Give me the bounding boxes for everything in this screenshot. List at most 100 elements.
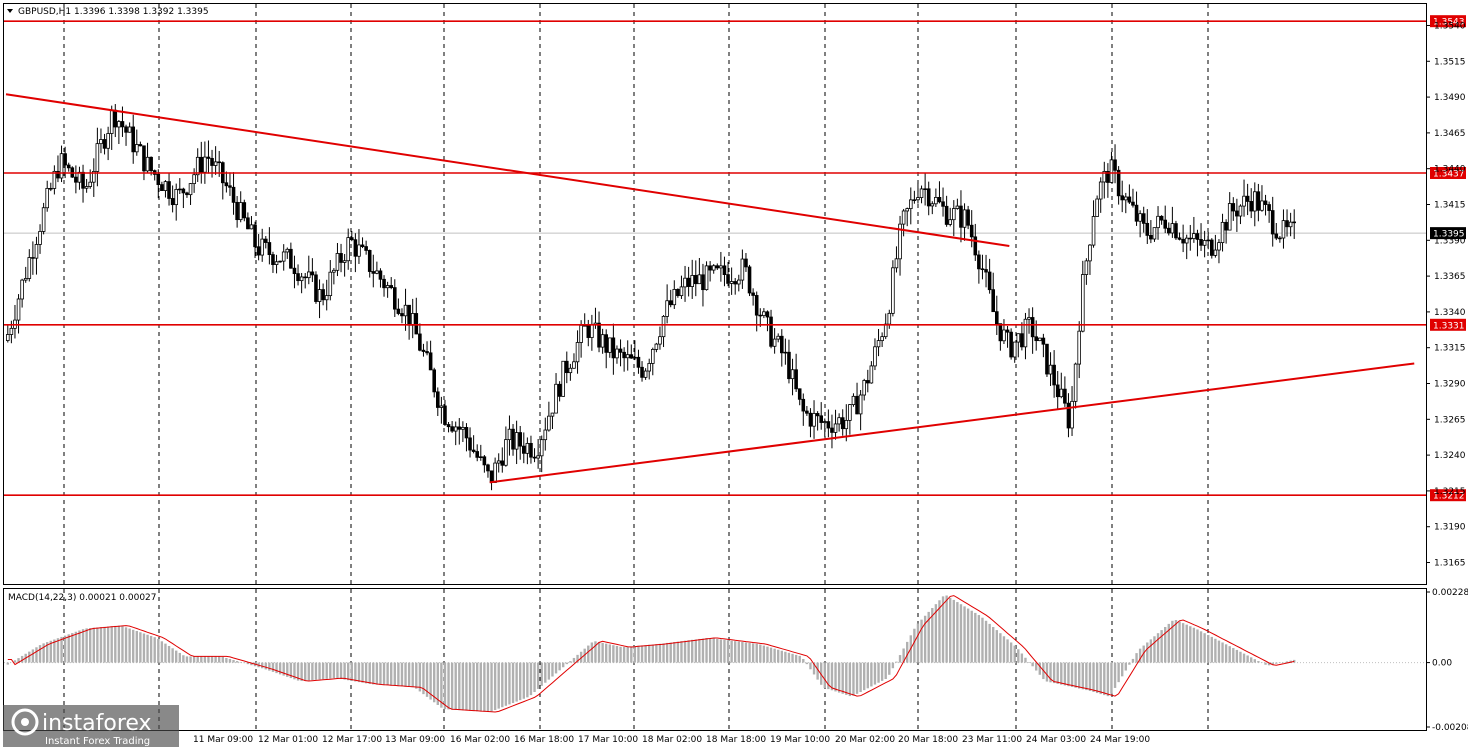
candle-bear [969, 224, 974, 238]
candle-bull [833, 423, 838, 433]
candle-bear [131, 126, 135, 153]
candle-bear [407, 304, 411, 326]
candle-bull [260, 238, 265, 256]
candle-bear [303, 276, 308, 279]
candle-bull [274, 261, 279, 265]
candle-bull [514, 432, 519, 450]
candle-bull [1138, 213, 1142, 222]
candle-bull [848, 404, 852, 421]
candle-bear [1195, 233, 1200, 240]
symbol-menu-icon[interactable] [7, 9, 13, 13]
candle-bear [855, 395, 859, 415]
y-tick-label: 1.3315 [1434, 344, 1466, 354]
candle-bull [654, 343, 659, 350]
candle-bull [772, 338, 777, 347]
level-tag [1430, 489, 1466, 502]
candle-bull [109, 109, 114, 134]
candle-bear [1235, 210, 1239, 217]
candle-bear [464, 427, 469, 439]
candle-bear [167, 181, 171, 199]
candle-bear [518, 432, 522, 447]
candle-bull [59, 153, 64, 179]
candle-bull [1016, 333, 1021, 343]
candle-bull [1206, 239, 1210, 242]
x-tick-label: 20 Mar 02:00 [835, 735, 895, 745]
candle-bull [651, 349, 655, 364]
candle-bull [1213, 249, 1218, 256]
candle-bull [912, 199, 917, 201]
candle-bear [1181, 238, 1185, 244]
x-tick-label: 24 Mar 19:00 [1090, 735, 1150, 745]
candle-bear [371, 271, 376, 274]
candle-bear [604, 334, 608, 353]
candle-bear [701, 274, 705, 291]
candle-bear [754, 295, 759, 316]
candle-bear [1009, 331, 1013, 358]
candle-bull [729, 281, 734, 284]
candle-bull [962, 209, 967, 228]
horizontal-levels[interactable]: 1.3543 1.3437 1.3331 1.3212 [4, 15, 1466, 502]
candle-bear [156, 173, 161, 185]
candle-bear [113, 109, 118, 128]
candle-bear [364, 246, 368, 251]
candle-bull [539, 439, 544, 457]
candle-bear [382, 278, 386, 289]
candle-bull [375, 270, 379, 274]
level-label: 1.3331 [1433, 321, 1465, 331]
candle-bull [1091, 216, 1096, 246]
candle-bull [1038, 337, 1042, 342]
y-tick-label: 1.3215 [1434, 487, 1466, 497]
candle-bear [142, 145, 146, 172]
candle-bear [866, 380, 870, 384]
candle-bull [285, 248, 290, 253]
candle-bear [565, 360, 569, 374]
candle-bull [203, 156, 207, 173]
x-tick-label: 16 Mar 18:00 [514, 735, 574, 745]
candle-bear [557, 383, 562, 397]
candle-bull [177, 188, 182, 191]
candle-bull [1278, 237, 1282, 240]
x-tick-label: 17 Mar 10:00 [578, 735, 638, 745]
candle-bull [672, 288, 677, 306]
candle-bear [1149, 234, 1153, 240]
candle-bear [443, 405, 447, 425]
candle-bear [1034, 336, 1038, 342]
y-tick-label: 1.3540 [1434, 21, 1466, 31]
candle-bull [213, 161, 218, 166]
candle-bull [934, 197, 938, 205]
candle-bull [1098, 181, 1103, 200]
x-tick-label: 24 Mar 03:00 [1026, 735, 1086, 745]
candle-bear [744, 258, 748, 268]
candle-bull [901, 210, 906, 225]
trendline-layer[interactable] [5, 93, 1415, 484]
candle-bull [192, 174, 196, 184]
x-tick-label: 11 Mar 09:00 [193, 735, 253, 745]
macd-histogram [6, 595, 1296, 713]
candle-bull [281, 251, 286, 262]
candle-bear [973, 236, 978, 256]
candle-bull [600, 334, 605, 348]
candle-bull [905, 208, 909, 212]
candle-bull [883, 323, 888, 338]
candle-bear [1055, 384, 1060, 398]
current-price-label: 1.3395 [1433, 230, 1465, 240]
candle-bull [1048, 364, 1053, 375]
candle-bear [1174, 223, 1178, 239]
logo-brand: instaforex [42, 711, 152, 736]
candle-bear [310, 271, 315, 276]
y-tick-label: 1.3490 [1434, 93, 1466, 103]
candle-bull [543, 429, 548, 441]
candle-bear [840, 417, 845, 430]
candle-bear [314, 274, 318, 302]
candle-bear [1163, 219, 1167, 229]
candle-bull [1002, 329, 1006, 342]
candle-bull [643, 370, 648, 378]
candle-bear [489, 470, 494, 483]
candle-bull [894, 258, 899, 269]
candle-bull [99, 139, 103, 145]
candle-bear [435, 391, 440, 408]
candle-bear [400, 313, 404, 317]
candle-bull [493, 462, 497, 483]
